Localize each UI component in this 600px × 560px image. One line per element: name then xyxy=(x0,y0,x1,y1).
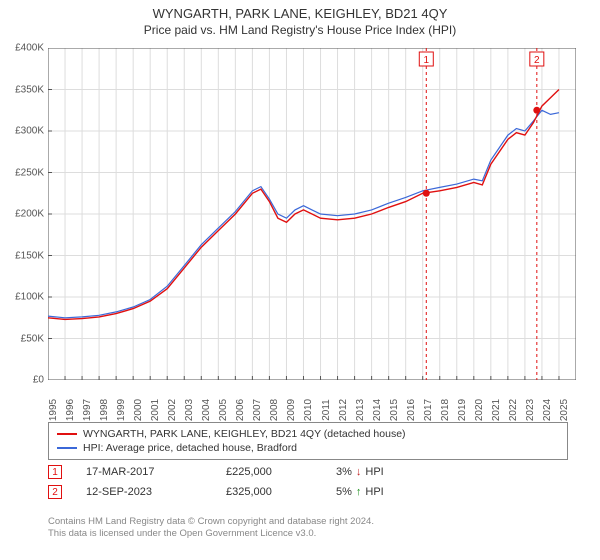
sale-row: 1 17-MAR-2017£225,0003% ↓HPI xyxy=(48,462,568,482)
x-tick-label: 1998 xyxy=(99,399,110,421)
y-tick-label: £250K xyxy=(15,167,44,178)
footer-line-1: Contains HM Land Registry data © Crown c… xyxy=(48,516,568,528)
svg-text:1: 1 xyxy=(424,55,430,66)
legend: WYNGARTH, PARK LANE, KEIGHLEY, BD21 4QY … xyxy=(48,422,568,460)
sale-badge: 2 xyxy=(48,485,62,499)
x-tick-label: 1999 xyxy=(116,399,127,421)
y-tick-label: £350K xyxy=(15,84,44,95)
sale-delta-label: HPI xyxy=(365,466,383,478)
sale-delta-pct: 5% xyxy=(336,486,352,498)
x-tick-label: 2001 xyxy=(150,399,161,421)
x-tick-label: 2009 xyxy=(286,399,297,421)
chart-area: 12 xyxy=(48,48,576,380)
y-tick-label: £300K xyxy=(15,126,44,137)
x-tick-label: 2021 xyxy=(491,399,502,421)
x-tick-label: 2014 xyxy=(372,399,383,421)
x-tick-label: 2025 xyxy=(559,399,570,421)
chart-svg: 12 xyxy=(48,48,576,380)
footer-line-2: This data is licensed under the Open Gov… xyxy=(48,528,568,540)
sale-delta-pct: 3% xyxy=(336,466,352,478)
x-tick-label: 2008 xyxy=(269,399,280,421)
x-tick-label: 2006 xyxy=(235,399,246,421)
legend-swatch xyxy=(57,447,77,449)
sale-delta-label: HPI xyxy=(365,486,383,498)
legend-swatch xyxy=(57,433,77,435)
arrow-down-icon: ↓ xyxy=(356,466,362,478)
sale-delta: 5% ↑HPI xyxy=(336,486,456,498)
x-tick-label: 2011 xyxy=(321,399,332,421)
x-tick-label: 1995 xyxy=(48,399,59,421)
legend-item: HPI: Average price, detached house, Brad… xyxy=(57,441,559,455)
sale-price: £225,000 xyxy=(226,466,336,478)
x-tick-label: 2024 xyxy=(542,399,553,421)
sale-price: £325,000 xyxy=(226,486,336,498)
x-axis-labels: 1995 1996 1997 1998 1999 2000 2001 2002 2003 2004… xyxy=(48,382,576,418)
x-tick-label: 2000 xyxy=(133,399,144,421)
sale-badge: 1 xyxy=(48,465,62,479)
x-tick-label: 2002 xyxy=(167,399,178,421)
x-tick-label: 2016 xyxy=(406,399,417,421)
x-tick-label: 2010 xyxy=(303,399,314,421)
sales-table: 1 17-MAR-2017£225,0003% ↓HPI 2 12-SEP-2023£3… xyxy=(48,462,568,502)
legend-item: WYNGARTH, PARK LANE, KEIGHLEY, BD21 4QY … xyxy=(57,427,559,441)
y-tick-label: £100K xyxy=(15,292,44,303)
x-tick-label: 2007 xyxy=(252,399,263,421)
x-tick-label: 1997 xyxy=(82,399,93,421)
svg-text:2: 2 xyxy=(534,55,540,66)
footer-attribution: Contains HM Land Registry data © Crown c… xyxy=(48,516,568,540)
y-axis-labels: £0£50K£100K£150K£200K£250K£300K£350K£400… xyxy=(0,48,46,380)
x-tick-label: 2018 xyxy=(440,399,451,421)
x-tick-label: 2004 xyxy=(201,399,212,421)
x-tick-label: 2015 xyxy=(389,399,400,421)
y-tick-label: £50K xyxy=(21,333,44,344)
legend-label: HPI: Average price, detached house, Brad… xyxy=(83,442,297,454)
sale-row: 2 12-SEP-2023£325,0005% ↑HPI xyxy=(48,482,568,502)
x-tick-label: 1996 xyxy=(65,399,76,421)
y-tick-label: £400K xyxy=(15,43,44,54)
sale-date: 17-MAR-2017 xyxy=(86,466,226,478)
y-tick-label: £200K xyxy=(15,209,44,220)
y-tick-label: £150K xyxy=(15,250,44,261)
x-tick-label: 2019 xyxy=(457,399,468,421)
page-subtitle: Price paid vs. HM Land Registry's House … xyxy=(0,21,600,37)
sale-delta: 3% ↓HPI xyxy=(336,466,456,478)
x-tick-label: 2022 xyxy=(508,399,519,421)
y-tick-label: £0 xyxy=(33,375,44,386)
legend-label: WYNGARTH, PARK LANE, KEIGHLEY, BD21 4QY … xyxy=(83,428,406,440)
x-tick-label: 2012 xyxy=(338,399,349,421)
x-tick-label: 2005 xyxy=(218,399,229,421)
x-tick-label: 2020 xyxy=(474,399,485,421)
page-title: WYNGARTH, PARK LANE, KEIGHLEY, BD21 4QY xyxy=(0,0,600,21)
x-tick-label: 2023 xyxy=(525,399,536,421)
arrow-up-icon: ↑ xyxy=(356,486,362,498)
sale-date: 12-SEP-2023 xyxy=(86,486,226,498)
x-tick-label: 2013 xyxy=(355,399,366,421)
x-tick-label: 2017 xyxy=(423,399,434,421)
x-tick-label: 2003 xyxy=(184,399,195,421)
